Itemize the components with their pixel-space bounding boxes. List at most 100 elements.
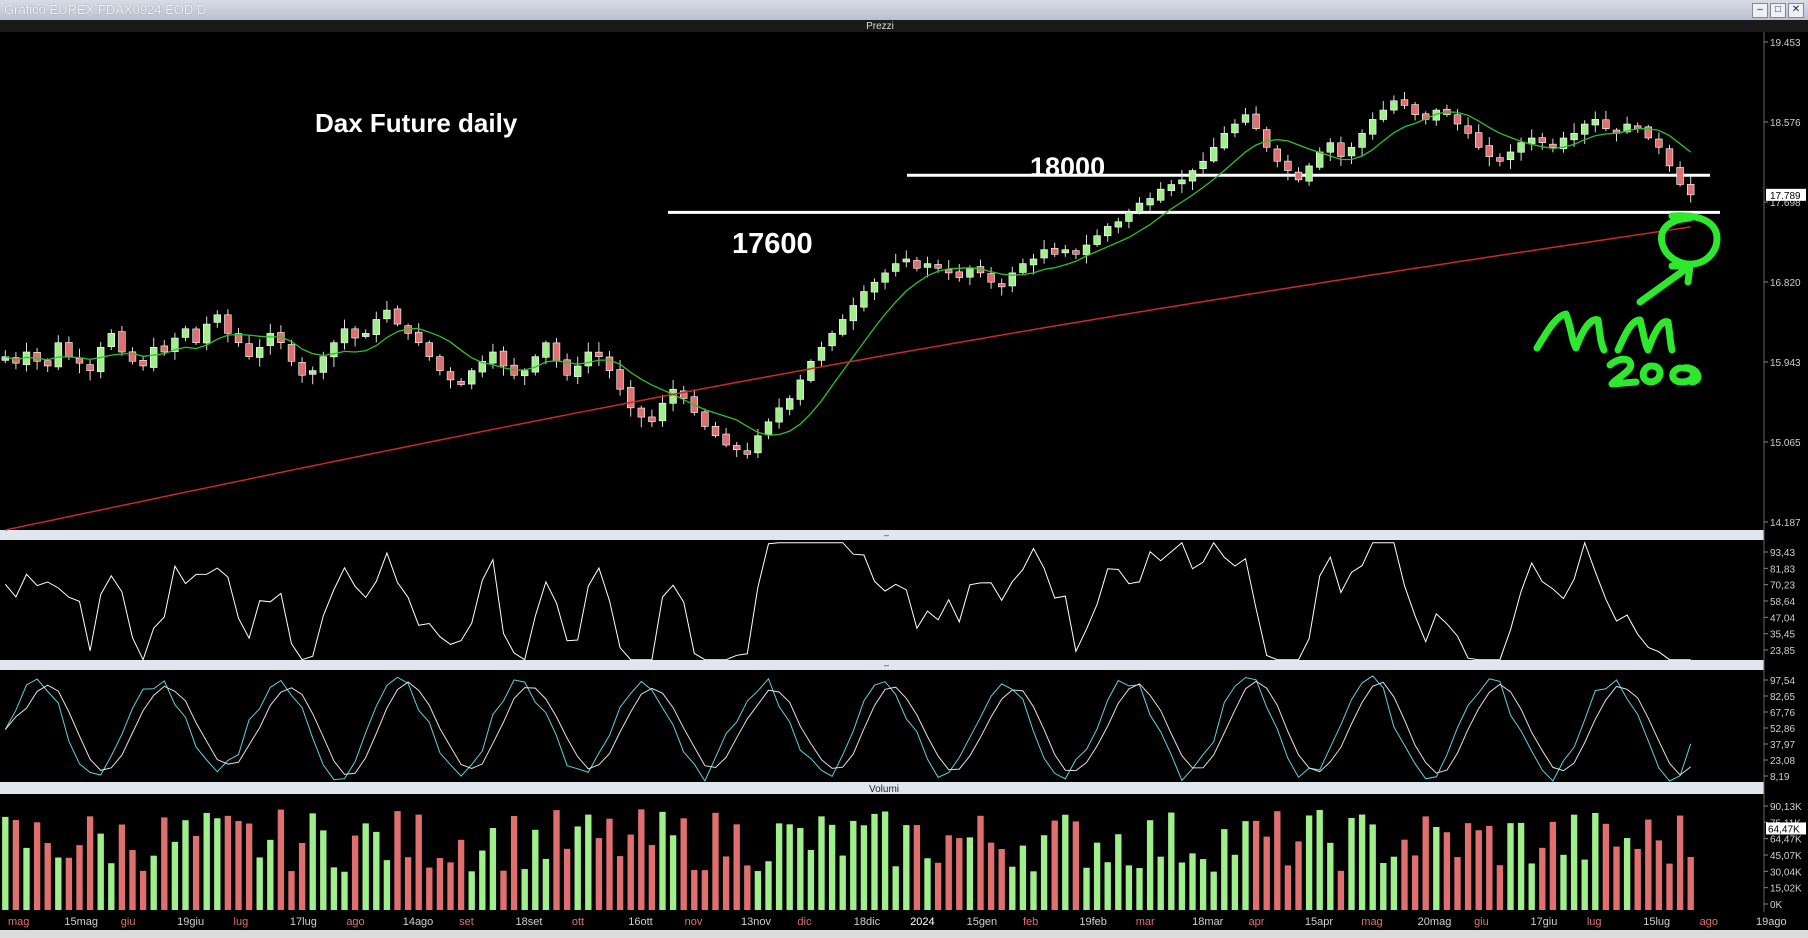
window-titlebar: Grafico EUREX.FDAX0924 EOD D – □ ✕: [0, 0, 1808, 20]
candle: [1464, 125, 1472, 134]
candle: [627, 387, 635, 409]
candle: [128, 351, 137, 362]
volume-bar: [1380, 862, 1387, 910]
volume-bar: [1030, 871, 1037, 910]
volume-bar: [394, 811, 401, 910]
rsi-line: [4, 541, 1691, 662]
volume-bar: [468, 871, 475, 910]
volume-bar: [351, 835, 359, 910]
volume-bar: [500, 870, 507, 910]
x-axis-tick-label: 18mar: [1192, 916, 1224, 928]
volume-bar: [12, 819, 20, 910]
volume-bar: [881, 811, 889, 910]
volume-tick-label: 15,02K: [1770, 884, 1802, 895]
volume-bar: [1168, 812, 1175, 910]
volume-bar: [765, 861, 772, 910]
volume-bar: [192, 835, 200, 910]
volume-bar: [1019, 845, 1027, 910]
level-18000-label: 18000: [1030, 152, 1105, 182]
handwritten-200: [1606, 355, 1702, 388]
volume-bar: [1157, 856, 1164, 910]
candle: [1570, 133, 1578, 141]
x-axis-tick-label: ago: [1700, 916, 1718, 928]
candle: [65, 342, 73, 357]
volume-bar: [1115, 834, 1122, 910]
volume-bar: [1146, 820, 1154, 910]
x-axis-tick-label: giu: [121, 916, 136, 928]
candle: [1178, 179, 1186, 185]
stoch-tick-label: 82,65: [1770, 692, 1795, 703]
volume-bar: [1125, 865, 1133, 910]
candle: [542, 342, 550, 358]
price-tick-label: 18.576: [1770, 118, 1801, 129]
volume-tick-label: 90,13K: [1770, 802, 1802, 813]
price-tick-label: 15.943: [1770, 358, 1801, 369]
volume-bar: [267, 839, 274, 910]
candle: [1029, 258, 1038, 266]
maximize-button[interactable]: □: [1770, 3, 1786, 18]
volume-bar: [998, 849, 1005, 910]
volume-bar: [733, 824, 740, 910]
volume-bar: [1189, 853, 1196, 910]
volume-bar: [669, 835, 677, 910]
volume-bar: [797, 828, 804, 910]
candle: [881, 272, 889, 283]
handwritten-arrow: [1636, 262, 1694, 306]
candle: [605, 356, 614, 371]
candle: [574, 365, 582, 377]
candle: [1379, 109, 1387, 120]
volume-bar: [913, 825, 921, 910]
candle: [1665, 148, 1674, 167]
x-axis-tick-label: lug: [234, 916, 249, 928]
handwritten-mm: [1533, 310, 1676, 354]
volume-bar: [1602, 823, 1610, 910]
x-axis-tick-label: 19feb: [1079, 916, 1107, 928]
x-axis-tick-label: mag: [8, 916, 29, 928]
volume-bar: [203, 812, 210, 910]
candle: [701, 411, 709, 427]
rsi-panel-header: [0, 530, 1808, 540]
volume-bar: [23, 847, 30, 910]
candle: [468, 370, 476, 385]
volume-bar: [680, 818, 687, 910]
volume-bar: [1433, 826, 1440, 910]
candle: [1263, 129, 1271, 148]
candle: [1273, 148, 1281, 162]
candle: [711, 426, 720, 437]
volume-bar: [1093, 842, 1101, 910]
candle: [1305, 165, 1313, 182]
minimize-button[interactable]: –: [1752, 3, 1768, 18]
candle: [849, 305, 857, 322]
volume-bar: [1454, 857, 1461, 910]
volume-bar: [44, 843, 51, 910]
volume-bar: [1263, 836, 1270, 910]
candle: [817, 347, 826, 361]
x-axis-tick-label: dic: [797, 916, 812, 928]
chart-area[interactable]: Prezzi – – Volumi 19.453 18.576 17.698 16.8…: [0, 20, 1808, 930]
volume-bar: [1051, 820, 1058, 910]
x-axis-tick-label: ago: [346, 916, 364, 928]
x-axis-tick-label: 20mag: [1418, 916, 1452, 928]
stochastic-d-line: [4, 680, 1692, 776]
candle: [1093, 235, 1101, 245]
volume-bar: [2, 816, 9, 910]
x-axis-tick-label: lug: [1587, 916, 1602, 928]
x-axis-labels: mag 15mag giu 19giu lug 17lug ago 14ago set 18set…: [8, 916, 1787, 928]
volume-bar: [1305, 815, 1313, 910]
candle: [266, 333, 274, 346]
candle: [256, 347, 264, 358]
candle: [107, 333, 115, 348]
last-volume-marker: [1766, 822, 1806, 835]
volume-bar: [309, 813, 316, 910]
x-axis-tick-label: 19giu: [177, 916, 204, 928]
volume-bar: [1104, 862, 1111, 910]
volume-bar: [1358, 814, 1366, 910]
candle: [118, 331, 126, 353]
volume-bar: [722, 856, 730, 910]
close-button[interactable]: ✕: [1788, 3, 1804, 18]
candle: [945, 269, 953, 274]
rsi-panel-label: –: [884, 530, 889, 540]
volume-bar: [1581, 859, 1588, 910]
volume-bar: [1242, 821, 1249, 910]
candle: [807, 361, 815, 381]
